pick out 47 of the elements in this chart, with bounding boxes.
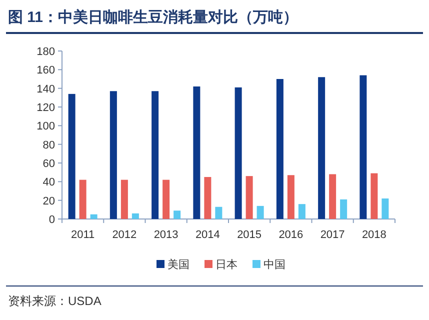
bar <box>329 174 336 219</box>
y-tick-label: 60 <box>42 158 55 170</box>
bar <box>256 206 264 219</box>
bar <box>287 175 294 219</box>
bar <box>360 75 367 219</box>
bar <box>174 210 181 219</box>
y-tick-label: 0 <box>48 214 55 226</box>
y-tick-label: 40 <box>42 176 55 189</box>
x-tick-label: 2018 <box>362 229 386 241</box>
bar <box>318 77 326 219</box>
bar <box>193 86 200 219</box>
bar <box>68 94 76 219</box>
bar <box>90 214 98 219</box>
y-tick-label: 20 <box>42 195 55 208</box>
y-tick-label: 120 <box>36 102 55 114</box>
bar <box>370 173 378 219</box>
bar <box>79 180 86 219</box>
legend-label: 中国 <box>264 258 286 271</box>
bar <box>204 177 212 219</box>
x-tick-label: 2014 <box>195 229 220 241</box>
y-tick-label: 100 <box>36 120 55 133</box>
x-tick-label: 2015 <box>237 229 262 241</box>
bar <box>215 206 222 219</box>
x-tick-label: 2012 <box>112 229 137 241</box>
bar <box>298 204 306 219</box>
bar <box>340 199 348 219</box>
y-tick-label: 180 <box>36 46 55 58</box>
x-tick-label: 2016 <box>278 229 304 241</box>
x-tick-label: 2013 <box>154 229 178 241</box>
legend-label: 美国 <box>168 258 190 271</box>
bar <box>152 91 159 219</box>
x-tick-label: 2011 <box>70 229 95 241</box>
y-tick-label: 160 <box>36 64 55 77</box>
bar <box>246 176 253 219</box>
x-tick-label: 2017 <box>320 229 345 241</box>
y-tick-label: 140 <box>36 83 55 96</box>
bar <box>382 198 389 219</box>
bar <box>132 213 139 219</box>
chart-title: 图 11：中美日咖啡生豆消耗量对比（万吨） <box>8 8 298 26</box>
bar <box>276 79 284 219</box>
legend-label: 日本 <box>216 258 238 271</box>
y-tick-label: 80 <box>42 139 55 152</box>
bar <box>110 91 117 219</box>
text: 资料来源：USDA <box>8 294 102 308</box>
bar <box>234 87 242 219</box>
bar <box>162 180 170 219</box>
bar <box>120 180 128 219</box>
